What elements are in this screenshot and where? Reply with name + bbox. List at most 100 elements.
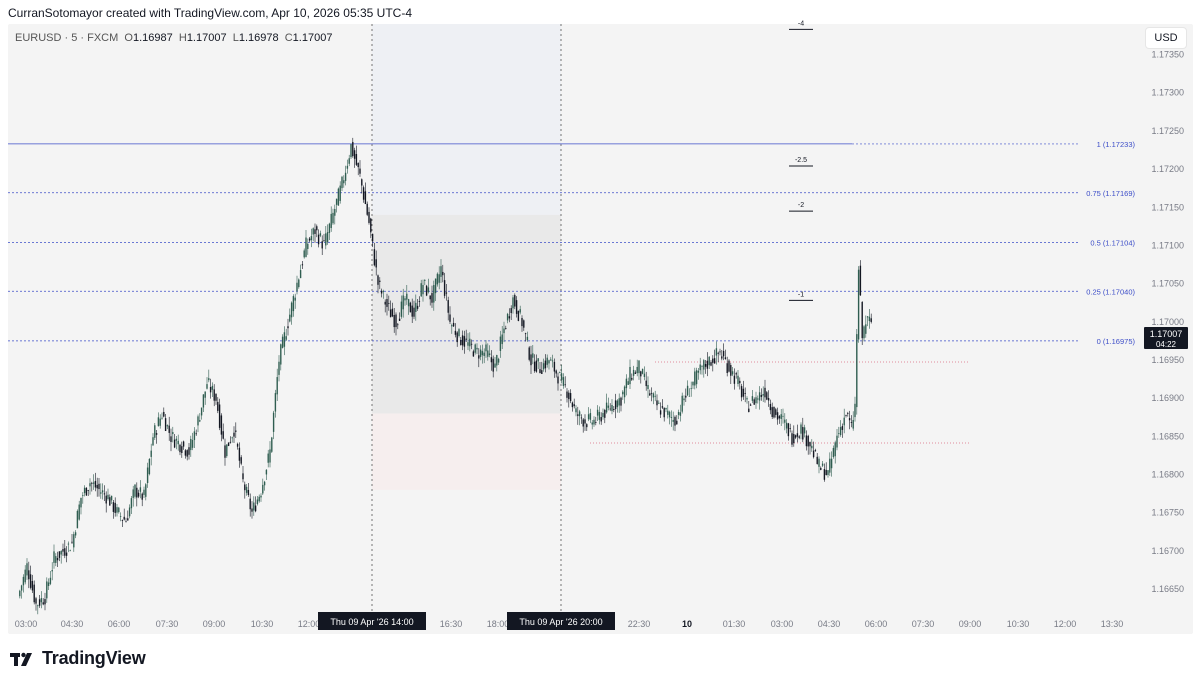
candle-body bbox=[679, 412, 682, 416]
candle-body bbox=[744, 393, 746, 394]
candle-body bbox=[317, 234, 320, 245]
candle-body bbox=[353, 150, 356, 159]
candle-body bbox=[560, 373, 563, 380]
candle-body bbox=[199, 420, 201, 422]
candle-body bbox=[604, 409, 606, 418]
candle-body bbox=[649, 393, 651, 396]
candle-body bbox=[114, 502, 116, 513]
candle-body bbox=[751, 396, 754, 401]
candle-body bbox=[78, 504, 80, 520]
candle-body bbox=[161, 417, 163, 419]
candle-body bbox=[762, 393, 764, 396]
candle-body bbox=[517, 310, 520, 321]
candle-body bbox=[370, 218, 372, 233]
candle-body bbox=[616, 400, 619, 408]
candle-body bbox=[805, 435, 808, 447]
candle-body bbox=[125, 521, 127, 523]
candle-body bbox=[595, 422, 597, 423]
candle-body bbox=[245, 486, 248, 493]
candle-body bbox=[35, 598, 37, 604]
candle-body bbox=[850, 422, 853, 423]
y-tick-label: 1.16900 bbox=[1151, 393, 1184, 403]
candle-body bbox=[458, 329, 460, 337]
candle-body bbox=[233, 432, 235, 437]
candle-body bbox=[800, 424, 802, 434]
candle-body bbox=[859, 265, 862, 296]
candle-body bbox=[530, 354, 532, 366]
y-tick-label: 1.16950 bbox=[1151, 355, 1184, 365]
candle-body bbox=[64, 548, 66, 556]
candle-body bbox=[173, 439, 176, 448]
x-tick-label: 12:00 bbox=[1054, 619, 1077, 629]
candle-body bbox=[60, 550, 62, 555]
candle-body bbox=[328, 223, 331, 233]
candle-body bbox=[564, 384, 566, 386]
candle-body bbox=[845, 415, 847, 416]
y-tick-label: 1.16800 bbox=[1151, 470, 1184, 480]
candle-body bbox=[290, 302, 293, 318]
high-label: H bbox=[178, 32, 187, 44]
candle-body bbox=[170, 436, 172, 442]
candle-body bbox=[539, 369, 541, 373]
candle-body bbox=[98, 483, 100, 490]
currency-button[interactable]: USD bbox=[1146, 28, 1186, 48]
candle-body bbox=[265, 469, 268, 475]
candle-body bbox=[443, 280, 446, 296]
candle-body bbox=[809, 442, 811, 447]
candle-body bbox=[803, 427, 806, 434]
candle-body bbox=[676, 420, 678, 425]
candle-body bbox=[172, 432, 174, 435]
candle-body bbox=[670, 417, 673, 418]
candle-body bbox=[829, 458, 831, 473]
discount-zone bbox=[372, 413, 561, 490]
candle-body bbox=[157, 417, 160, 427]
candle-body bbox=[672, 419, 674, 422]
candle-body bbox=[542, 363, 545, 370]
candle-body bbox=[636, 366, 638, 374]
candle-body bbox=[656, 400, 658, 406]
candle-body bbox=[514, 295, 516, 307]
open-label: O bbox=[124, 32, 133, 44]
candle-body bbox=[431, 293, 433, 303]
chart-panel[interactable] bbox=[8, 24, 1193, 634]
candle-body bbox=[348, 158, 350, 164]
candle-body bbox=[110, 495, 113, 501]
candle-body bbox=[91, 482, 93, 484]
candle-body bbox=[209, 387, 212, 393]
candle-body bbox=[589, 413, 592, 420]
candle-body bbox=[832, 447, 835, 458]
candle-body bbox=[506, 313, 509, 321]
candle-body bbox=[312, 228, 314, 235]
candle-body bbox=[816, 456, 818, 464]
candle-body bbox=[749, 404, 752, 406]
candle-body bbox=[359, 168, 361, 174]
candle-body bbox=[472, 351, 475, 357]
x-tick-label: 18:00 bbox=[487, 619, 510, 629]
candle-body bbox=[272, 412, 275, 432]
candle-body bbox=[659, 410, 662, 415]
candle-body bbox=[395, 314, 397, 328]
y-tick-label: 1.17000 bbox=[1151, 317, 1184, 327]
candle-body bbox=[485, 344, 487, 352]
candle-body bbox=[690, 388, 692, 390]
candle-body bbox=[764, 387, 766, 398]
candle-body bbox=[364, 191, 367, 204]
candle-body bbox=[298, 279, 300, 288]
candle-body bbox=[523, 320, 525, 328]
candle-body bbox=[830, 458, 833, 469]
candle-body bbox=[87, 490, 89, 491]
candle-body bbox=[854, 403, 856, 418]
candle-body bbox=[388, 302, 390, 304]
symbol-label[interactable]: EURUSD · 5 · FXCM bbox=[15, 32, 119, 44]
candle-body bbox=[798, 436, 800, 438]
candle-body bbox=[638, 360, 640, 374]
tradingview-logo-icon bbox=[10, 652, 32, 666]
candle-body bbox=[569, 393, 572, 402]
candle-body bbox=[49, 577, 52, 584]
candle-body bbox=[389, 309, 392, 318]
candle-body bbox=[380, 290, 383, 294]
candle-body bbox=[69, 550, 71, 552]
candle-body bbox=[227, 442, 230, 446]
candle-body bbox=[474, 344, 476, 353]
